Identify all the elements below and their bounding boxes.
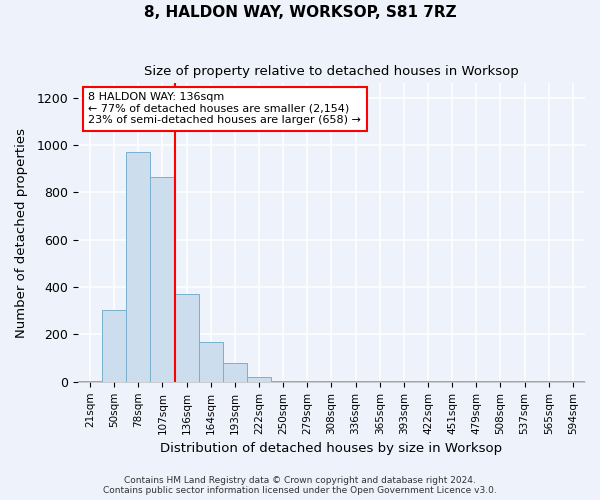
Bar	[175, 294, 199, 382]
Bar	[223, 363, 247, 382]
Bar	[247, 377, 271, 382]
Y-axis label: Number of detached properties: Number of detached properties	[15, 128, 28, 338]
Bar	[151, 177, 175, 382]
X-axis label: Distribution of detached houses by size in Worksop: Distribution of detached houses by size …	[160, 442, 503, 455]
Bar	[126, 152, 151, 382]
Text: Contains HM Land Registry data © Crown copyright and database right 2024.
Contai: Contains HM Land Registry data © Crown c…	[103, 476, 497, 495]
Title: Size of property relative to detached houses in Worksop: Size of property relative to detached ho…	[144, 65, 519, 78]
Text: 8, HALDON WAY, WORKSOP, S81 7RZ: 8, HALDON WAY, WORKSOP, S81 7RZ	[143, 5, 457, 20]
Bar	[78, 380, 102, 382]
Bar	[199, 342, 223, 382]
Bar	[102, 310, 126, 382]
Text: 8 HALDON WAY: 136sqm
← 77% of detached houses are smaller (2,154)
23% of semi-de: 8 HALDON WAY: 136sqm ← 77% of detached h…	[88, 92, 361, 126]
